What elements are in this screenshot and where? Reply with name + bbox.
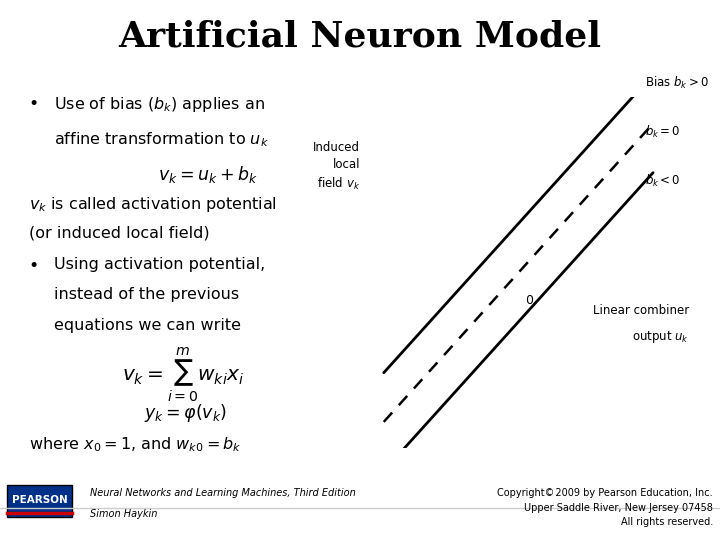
Text: Use of bias $(b_k)$ applies an: Use of bias $(b_k)$ applies an — [54, 95, 265, 114]
Text: output $u_k$: output $u_k$ — [632, 329, 690, 345]
Text: $v_k$ is called activation potential: $v_k$ is called activation potential — [29, 195, 276, 214]
Text: Copyright© 2009 by Pearson Education, Inc.: Copyright© 2009 by Pearson Education, In… — [498, 488, 713, 498]
Text: instead of the previous: instead of the previous — [54, 287, 239, 302]
Text: Bias $b_k > 0$: Bias $b_k > 0$ — [645, 75, 709, 91]
Text: •: • — [29, 95, 39, 113]
Text: $b_k < 0$: $b_k < 0$ — [645, 173, 680, 190]
Text: $v_k = u_k + b_k$: $v_k = u_k + b_k$ — [158, 164, 258, 185]
Text: Induced
local
field $v_k$: Induced local field $v_k$ — [313, 141, 360, 192]
Text: (or induced local field): (or induced local field) — [29, 226, 210, 241]
Text: Simon Haykin: Simon Haykin — [90, 509, 158, 519]
Text: Neural Networks and Learning Machines, Third Edition: Neural Networks and Learning Machines, T… — [90, 488, 356, 498]
Text: 0: 0 — [525, 294, 533, 307]
Text: $y_k = \varphi(v_k)$: $y_k = \varphi(v_k)$ — [144, 402, 227, 423]
Text: Upper Saddle River, New Jersey 07458: Upper Saddle River, New Jersey 07458 — [524, 503, 713, 512]
Text: All rights reserved.: All rights reserved. — [621, 517, 713, 527]
Text: Linear combiner: Linear combiner — [593, 304, 690, 318]
Text: Using activation potential,: Using activation potential, — [54, 256, 265, 272]
Text: Artificial Neuron Model: Artificial Neuron Model — [119, 19, 601, 53]
Text: $v_k = \sum_{i=0}^{m} w_{ki}x_i$: $v_k = \sum_{i=0}^{m} w_{ki}x_i$ — [122, 347, 245, 404]
Text: •: • — [29, 256, 39, 275]
Text: equations we can write: equations we can write — [54, 319, 241, 333]
Text: affine transformation to $u_k$: affine transformation to $u_k$ — [54, 131, 269, 150]
FancyBboxPatch shape — [7, 485, 72, 517]
Text: PEARSON: PEARSON — [12, 495, 68, 505]
Text: $b_k = 0$: $b_k = 0$ — [645, 124, 680, 140]
Text: where $x_0 = 1$, and $w_{k0} = b_k$: where $x_0 = 1$, and $w_{k0} = b_k$ — [29, 435, 241, 454]
